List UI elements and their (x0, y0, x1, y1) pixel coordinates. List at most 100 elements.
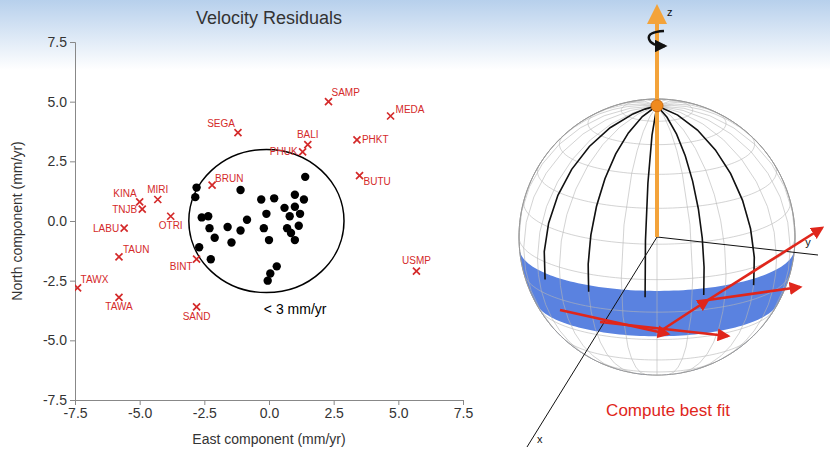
point (273, 262, 281, 270)
tick-mark (70, 102, 75, 103)
tick-label: -7.5 (63, 405, 87, 421)
point-marker (154, 196, 161, 203)
meridian (657, 106, 754, 285)
tick: 7.5 (48, 34, 75, 50)
tick-label: -7.5 (43, 392, 67, 408)
point (296, 210, 304, 218)
plot-area (75, 98, 420, 310)
axis-label: z (667, 6, 673, 18)
y-axis: -7.5 -5.0 -2.5 0.0 2.5 5.0 7.5 (43, 34, 76, 408)
tick-label: -2.5 (43, 273, 67, 289)
tick: 7.5 (454, 400, 474, 421)
point-marker (304, 141, 311, 148)
series-0 (75, 98, 420, 310)
y-axis-title: North component (mm/yr) (9, 141, 25, 300)
tick-mark (70, 281, 75, 282)
tick-mark (70, 340, 75, 341)
point (191, 193, 199, 201)
tick-label: 0.0 (48, 213, 68, 229)
point (236, 186, 244, 194)
point-label: BRUN (215, 173, 243, 184)
point (264, 276, 272, 284)
tick: 0.0 (260, 400, 280, 421)
point-label: TAWA (105, 301, 133, 312)
point-label: BALI (297, 129, 319, 140)
point-label: BUTU (364, 176, 391, 187)
tick-mark (70, 400, 75, 401)
point-label: SAMP (331, 87, 360, 98)
background-band (0, 0, 830, 70)
point-label: PHKT (362, 134, 389, 145)
tick-label: 2.5 (324, 405, 344, 421)
point-label: LABU (93, 223, 119, 234)
annotation: < 3 mm/yr (264, 301, 327, 317)
velocity-arrow (708, 287, 800, 300)
sphere-diagram: zyxCompute best fit (519, 6, 822, 447)
point (257, 195, 265, 203)
tick: -7.5 (63, 400, 87, 421)
point-marker (353, 136, 360, 143)
point (205, 224, 213, 232)
point-marker (413, 268, 420, 275)
tick-label: 5.0 (48, 94, 68, 110)
point-marker (325, 98, 332, 105)
point-marker (121, 225, 128, 232)
point (260, 224, 268, 232)
point-marker (234, 129, 241, 136)
point (243, 216, 251, 224)
point (223, 223, 231, 231)
point-marker (193, 303, 200, 310)
point (192, 183, 200, 191)
caption: Compute best fit (606, 401, 730, 420)
tick: -7.5 (43, 392, 75, 408)
tick: 2.5 (48, 153, 75, 169)
point-marker (115, 253, 122, 260)
point (265, 236, 273, 244)
point (207, 255, 215, 263)
tick: -5.0 (43, 332, 75, 348)
tick: 0.0 (48, 213, 75, 229)
point (295, 222, 303, 230)
point-marker (75, 284, 81, 291)
point-marker (167, 213, 174, 220)
point (300, 195, 308, 203)
tick: -2.5 (43, 273, 75, 289)
point (291, 202, 299, 210)
point (287, 229, 295, 237)
tick-label: -2.5 (193, 405, 217, 421)
tick: 5.0 (48, 94, 75, 110)
point (285, 212, 293, 220)
point (301, 173, 309, 181)
tick-label: 5.0 (389, 405, 409, 421)
point-label: BINT (170, 261, 193, 272)
point (291, 191, 299, 199)
label-layer: SAMPMEDASEGABALIPHUKPHKTBUTUUSMPBRUNMIRI… (81, 87, 432, 322)
rotation-symbol (649, 31, 665, 46)
point-label: TAWX (81, 274, 109, 285)
point (270, 194, 278, 202)
point-label: TAUN (123, 244, 149, 255)
point-label: KINA (113, 188, 137, 199)
point-marker (139, 206, 146, 213)
point-label: SAND (183, 311, 211, 322)
point-label: OTRI (159, 220, 183, 231)
point-marker (115, 294, 122, 301)
point (195, 243, 203, 251)
axis-label: x (537, 433, 543, 445)
tick-mark (70, 161, 75, 162)
point (280, 204, 288, 212)
tick-label: -5.0 (128, 405, 152, 421)
tick-label: -5.0 (43, 332, 67, 348)
tick: -2.5 (193, 400, 217, 421)
tick-label: 2.5 (48, 153, 68, 169)
meridian (657, 106, 704, 295)
point-label: MIRI (147, 184, 168, 195)
series-1 (191, 173, 309, 285)
point-marker (299, 148, 306, 155)
y-axis-line (70, 43, 76, 401)
velocity-arrow (662, 300, 708, 330)
pole (651, 100, 663, 112)
tick: -5.0 (128, 400, 152, 421)
tick-mark (70, 42, 75, 43)
canvas: Velocity Residuals-7.5-5.0-2.50.02.55.07… (0, 0, 830, 455)
